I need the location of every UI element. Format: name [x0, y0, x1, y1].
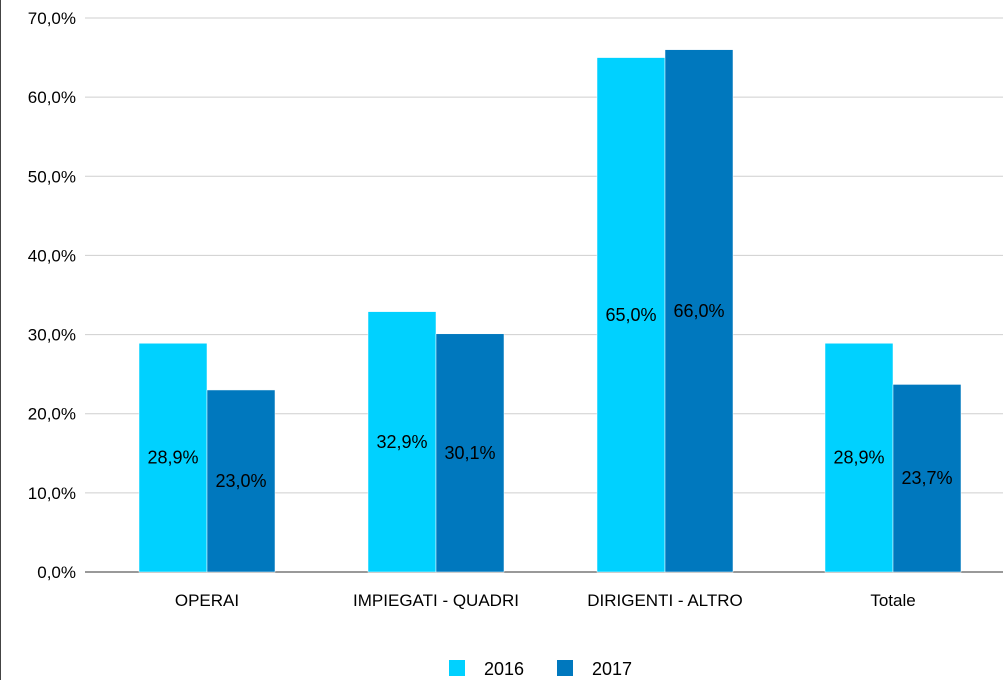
y-tick-label: 70,0% — [28, 9, 76, 28]
data-label: 28,9% — [833, 448, 884, 468]
left-border — [0, 0, 1, 680]
data-labels: 28,9% 23,0% 32,9% 30,1% 65,0% 66,0% 28,9% 23,7% — [147, 301, 952, 491]
y-tick-label: 40,0% — [28, 246, 76, 265]
y-axis-ticks: 0,0% 10,0% 20,0% 30,0% 40,0% 50,0% 60,0% 70,0% — [28, 9, 76, 582]
x-axis-ticks: OPERAI IMPIEGATI - QUADRI DIRIGENTI - ALTR… — [175, 591, 916, 610]
x-tick-label: DIRIGENTI - ALTRO — [587, 591, 743, 610]
data-label: 65,0% — [605, 305, 656, 325]
legend-label-2017: 2017 — [592, 659, 632, 679]
data-label: 66,0% — [673, 301, 724, 321]
data-label: 30,1% — [444, 443, 495, 463]
bar-2017-3[interactable] — [664, 49, 734, 573]
bar-2017-2[interactable] — [435, 333, 505, 573]
y-tick-label: 60,0% — [28, 88, 76, 107]
legend-label-2016: 2016 — [484, 659, 524, 679]
bars — [138, 49, 962, 573]
bar-2016-2[interactable] — [367, 311, 437, 573]
legend[interactable]: 2016 2017 — [449, 659, 632, 679]
bar-2016-1[interactable] — [138, 343, 208, 573]
data-label: 23,7% — [901, 468, 952, 488]
data-label: 28,9% — [147, 448, 198, 468]
bar-2016-3[interactable] — [596, 57, 666, 573]
legend-swatch-2016 — [449, 660, 465, 676]
data-label: 32,9% — [376, 432, 427, 452]
y-tick-label: 50,0% — [28, 167, 76, 186]
bar-2017-1[interactable] — [206, 389, 276, 573]
bar-2017-4[interactable] — [892, 384, 962, 573]
legend-swatch-2017 — [557, 660, 573, 676]
y-tick-label: 0,0% — [37, 563, 76, 582]
x-tick-label: Totale — [870, 591, 915, 610]
data-label: 23,0% — [215, 471, 266, 491]
y-tick-label: 30,0% — [28, 326, 76, 345]
x-tick-label: IMPIEGATI - QUADRI — [353, 591, 519, 610]
x-tick-label: OPERAI — [175, 591, 239, 610]
y-tick-label: 20,0% — [28, 405, 76, 424]
y-tick-label: 10,0% — [28, 484, 76, 503]
